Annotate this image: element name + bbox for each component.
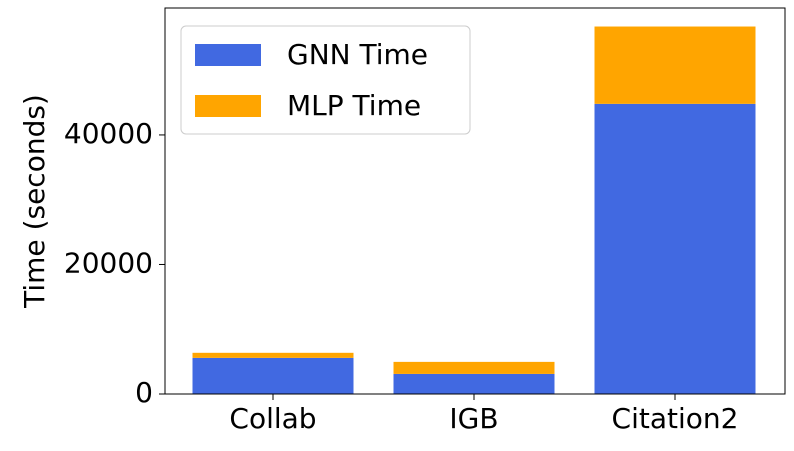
x-tick-label: Citation2 xyxy=(612,402,739,435)
legend-swatch xyxy=(195,95,261,117)
y-axis-label: Time (seconds) xyxy=(18,94,51,309)
bar xyxy=(594,103,756,394)
bar xyxy=(192,352,354,358)
legend-swatch xyxy=(195,44,261,66)
y-tick-label: 0 xyxy=(135,376,153,409)
bar xyxy=(393,373,555,394)
y-tick-label: 40000 xyxy=(64,117,153,150)
x-tick-label: IGB xyxy=(449,402,498,435)
bar xyxy=(594,26,756,104)
bar xyxy=(192,357,354,394)
y-tick-label: 20000 xyxy=(64,246,153,279)
plot-frame xyxy=(164,7,786,395)
bar xyxy=(393,361,555,374)
legend-label: MLP Time xyxy=(287,89,421,122)
legend-label: GNN Time xyxy=(287,38,428,71)
x-tick-label: Collab xyxy=(229,402,316,435)
